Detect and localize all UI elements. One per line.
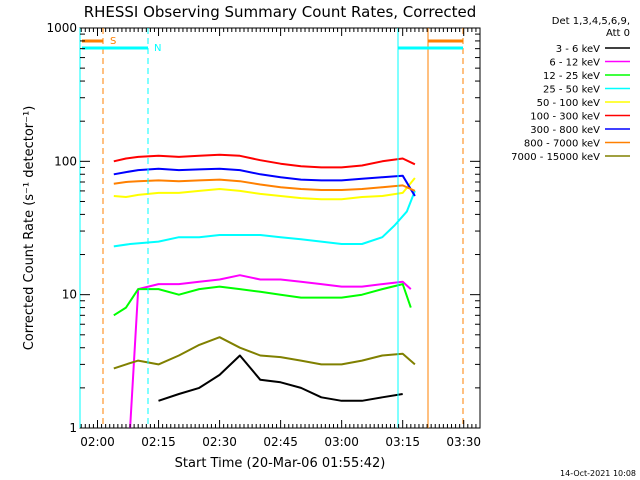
legend-label: 7000 - 15000 keV xyxy=(511,152,600,163)
series-line-3 xyxy=(113,283,412,317)
x-tick-label: 02:45 xyxy=(263,435,298,449)
legend-label: 50 - 100 keV xyxy=(537,98,601,109)
x-tick-label: 03:00 xyxy=(324,435,359,449)
legend-label: 25 - 50 keV xyxy=(543,85,600,96)
legend-label: 300 - 800 keV xyxy=(530,125,600,136)
legend-header-line: Att 0 xyxy=(606,28,630,39)
series-line-7 xyxy=(113,167,416,197)
axis-layer: 1 10 100 1000 02:00 02:15 02:30 02:45 03:00 03:15… xyxy=(46,21,481,449)
y-tick-label: 1000 xyxy=(46,21,77,35)
x-axis-label: Start Time (20-Mar-06 01:55:42) xyxy=(175,456,386,471)
series-line-2 xyxy=(129,274,412,429)
legend-header-line: Det 1,3,4,5,6,9, xyxy=(552,16,630,27)
series-line-4 xyxy=(113,190,416,248)
plot-frame xyxy=(79,27,481,429)
flag-label-n: N xyxy=(154,43,161,54)
chart-title: RHESSI Observing Summary Count Rates, Co… xyxy=(84,3,477,21)
series-line-8 xyxy=(113,178,416,192)
legend-label: 100 - 300 keV xyxy=(530,112,600,123)
series-line-9 xyxy=(113,336,416,370)
legend-label: 12 - 25 keV xyxy=(543,71,600,82)
flag-label-s: S xyxy=(110,36,116,47)
y-tick-label: 1 xyxy=(69,421,77,435)
legend-label: 800 - 7000 keV xyxy=(524,139,600,150)
series-line-1 xyxy=(158,354,403,402)
y-axis-label: Corrected Count Rate (s⁻¹ detector⁻¹) xyxy=(22,106,37,351)
legend-label: 3 - 6 keV xyxy=(556,44,600,55)
y-tick-label: 100 xyxy=(54,154,77,168)
x-tick-label: 03:30 xyxy=(446,435,481,449)
x-tick-label: 03:15 xyxy=(385,435,420,449)
flags-layer: SN xyxy=(79,28,464,428)
legend-label: 6 - 12 keV xyxy=(549,58,600,69)
x-tick-label: 02:15 xyxy=(141,435,176,449)
x-tick-label: 02:00 xyxy=(80,435,115,449)
series-line-6 xyxy=(113,153,416,169)
series-layer xyxy=(113,153,416,429)
x-tick-label: 02:30 xyxy=(202,435,237,449)
y-tick-label: 10 xyxy=(62,288,77,302)
series-line-5 xyxy=(113,177,416,201)
legend: Det 1,3,4,5,6,9,Att 0 3 - 6 keV 6 - 12 keV… xyxy=(511,16,630,163)
timestamp-footer: 14-Oct-2021 10:08 xyxy=(560,469,636,478)
